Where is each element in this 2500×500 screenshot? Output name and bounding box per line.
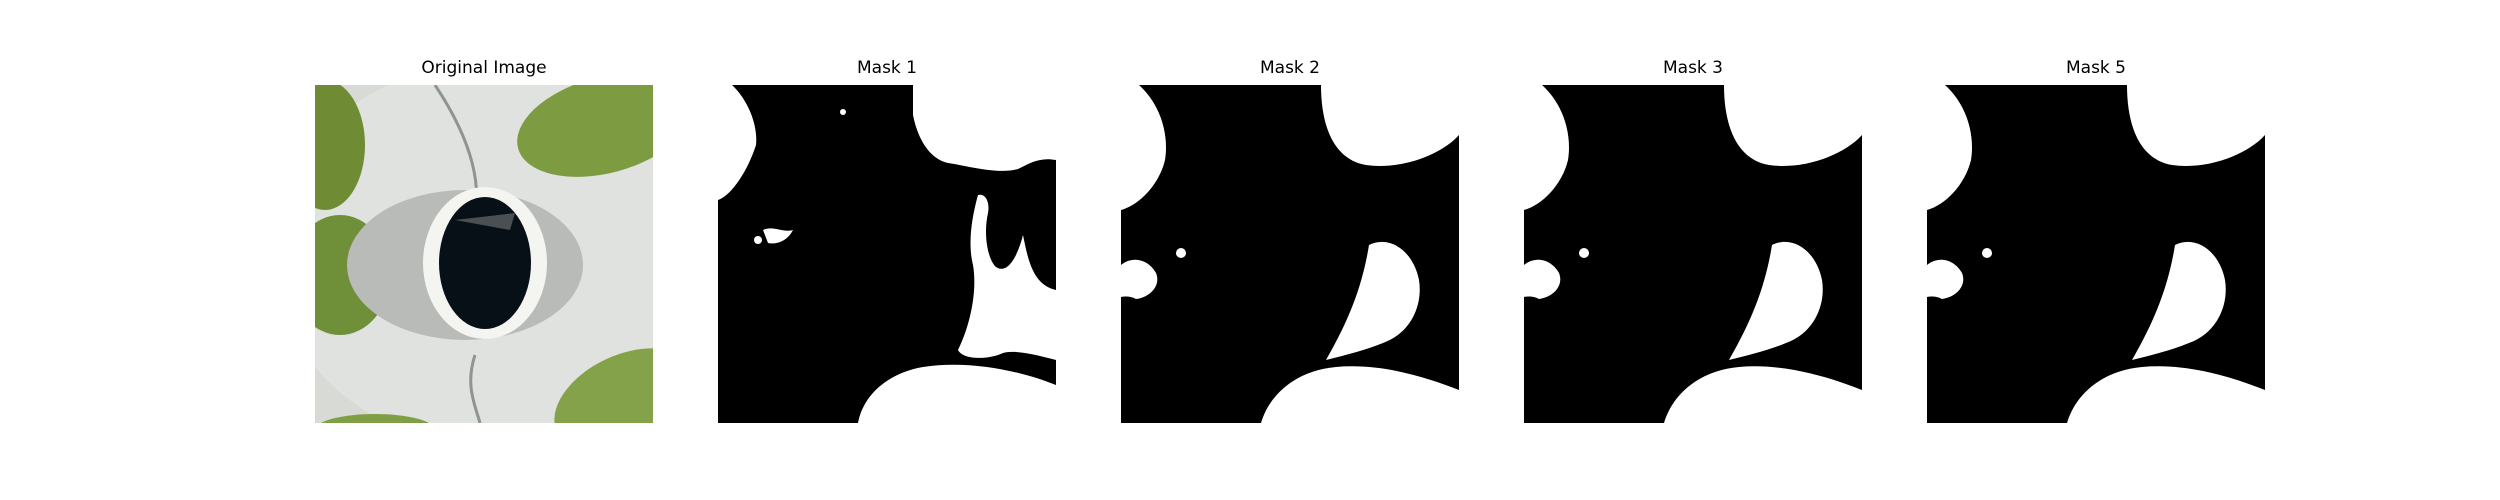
panel-mask-1: Mask 1 [718, 58, 1056, 430]
mask-1-svg [718, 85, 1056, 423]
panel-title: Mask 2 [1259, 58, 1320, 78]
original-photo [315, 85, 653, 423]
panel-mask-3: Mask 3 [1524, 58, 1862, 430]
mask-2-svg [1121, 85, 1459, 423]
panel-title: Mask 1 [856, 58, 917, 78]
panel-title: Mask 3 [1662, 58, 1723, 78]
panel-mask-5: Mask 5 [1927, 58, 2265, 430]
mask-3-svg [1524, 85, 1862, 423]
panel-title: Original Image [421, 58, 547, 78]
original-photo-svg [315, 85, 653, 423]
panel-mask-2: Mask 2 [1121, 58, 1459, 430]
panel-title: Mask 5 [2065, 58, 2126, 78]
mask-image-3 [1524, 85, 1862, 423]
mask-5-svg [1927, 85, 2265, 423]
mask-image-5 [1927, 85, 2265, 423]
mask-image-1 [718, 85, 1056, 423]
panel-original-image: Original Image [315, 58, 653, 430]
mask-image-2 [1121, 85, 1459, 423]
